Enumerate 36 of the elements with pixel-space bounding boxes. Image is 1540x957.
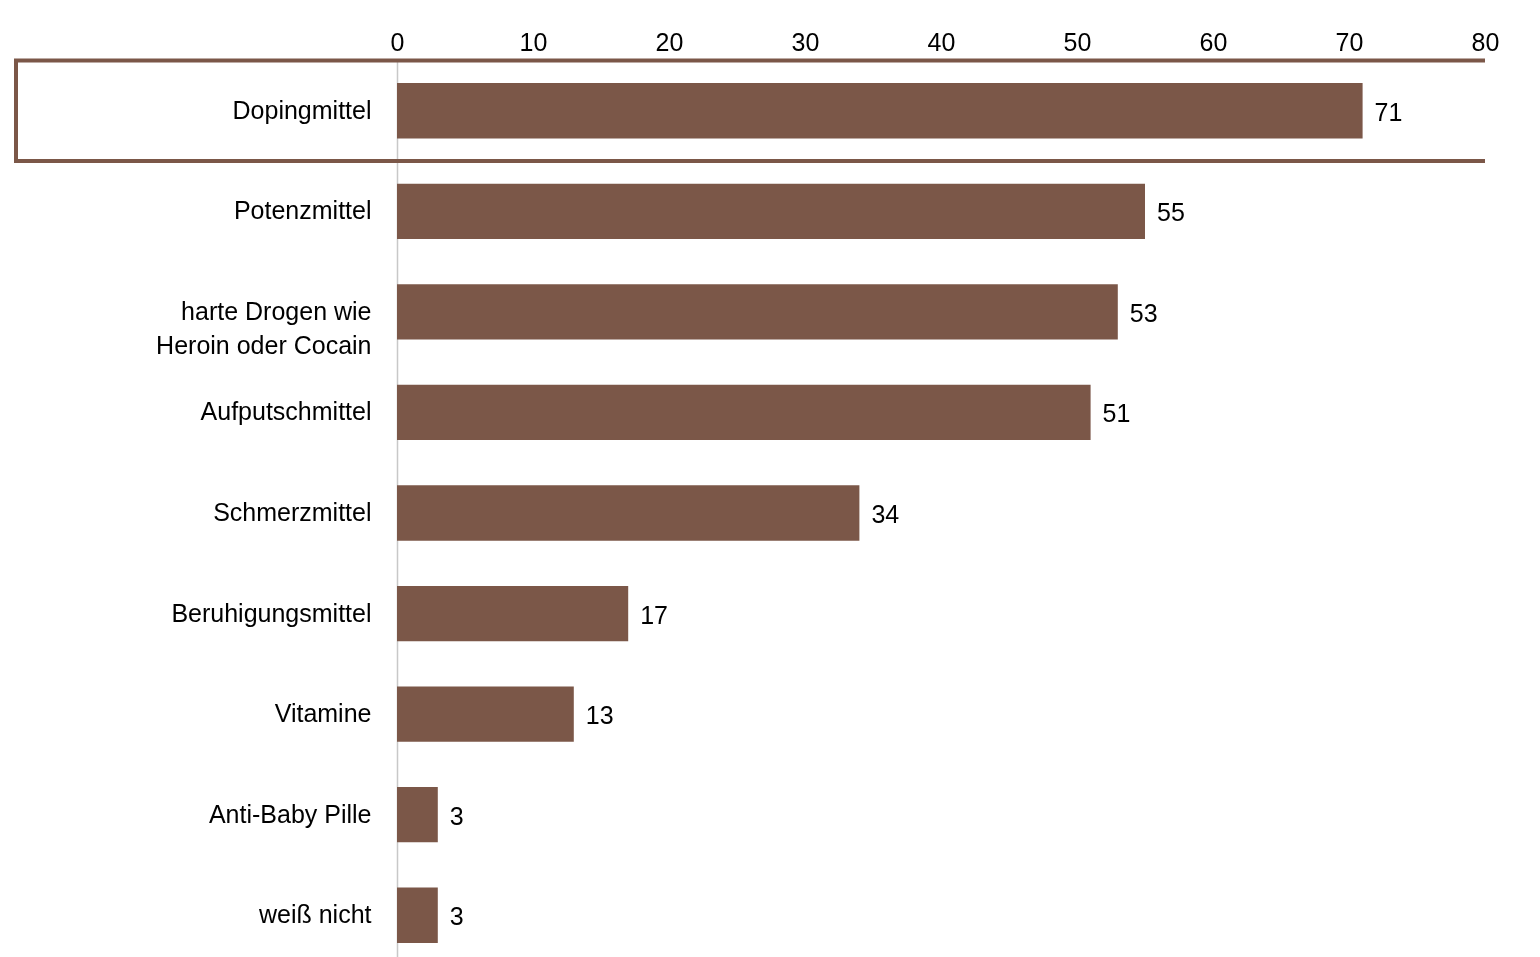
data-label: 55 xyxy=(1157,198,1185,227)
y-tick-label: Beruhigungsmittel xyxy=(171,598,372,627)
x-tick-label: 80 xyxy=(1471,27,1500,56)
bar xyxy=(397,787,438,843)
bar xyxy=(397,887,438,943)
x-tick-label: 20 xyxy=(655,27,684,56)
bar xyxy=(397,585,629,642)
y-tick-label: Schmerzmittel xyxy=(213,498,372,526)
bar xyxy=(397,183,1145,239)
bar xyxy=(397,485,860,541)
x-tick-label: 50 xyxy=(1063,27,1092,56)
x-tick-label: 0 xyxy=(390,27,405,56)
y-tick-label: harte Drogen wie Heroin oder Cocain xyxy=(156,296,372,359)
bar xyxy=(397,384,1091,441)
data-label: 71 xyxy=(1374,97,1403,126)
data-label: 17 xyxy=(640,600,669,629)
data-label: 34 xyxy=(871,500,900,528)
x-tick-label: 40 xyxy=(927,27,956,56)
y-tick-label: Aufputschmittel xyxy=(200,397,372,426)
x-tick-label: 30 xyxy=(791,27,820,56)
y-tick-label: Anti-Baby Pille xyxy=(208,799,372,828)
y-tick-label: weiß nicht xyxy=(257,900,372,929)
bar xyxy=(397,686,574,742)
data-label: 13 xyxy=(585,701,614,730)
y-tick-label: Dopingmittel xyxy=(232,95,372,124)
x-tick-label: 60 xyxy=(1199,27,1228,56)
data-label: 51 xyxy=(1102,399,1131,428)
data-label: 53 xyxy=(1129,298,1158,327)
data-label: 3 xyxy=(449,902,464,931)
bar xyxy=(397,284,1118,340)
y-tick-label: Vitamine xyxy=(274,699,372,728)
y-tick-label: Potenzmittel xyxy=(233,196,372,225)
bar xyxy=(397,83,1363,139)
data-label: 3 xyxy=(449,801,464,830)
x-tick-label: 10 xyxy=(519,27,548,56)
x-tick-label: 70 xyxy=(1335,27,1364,56)
